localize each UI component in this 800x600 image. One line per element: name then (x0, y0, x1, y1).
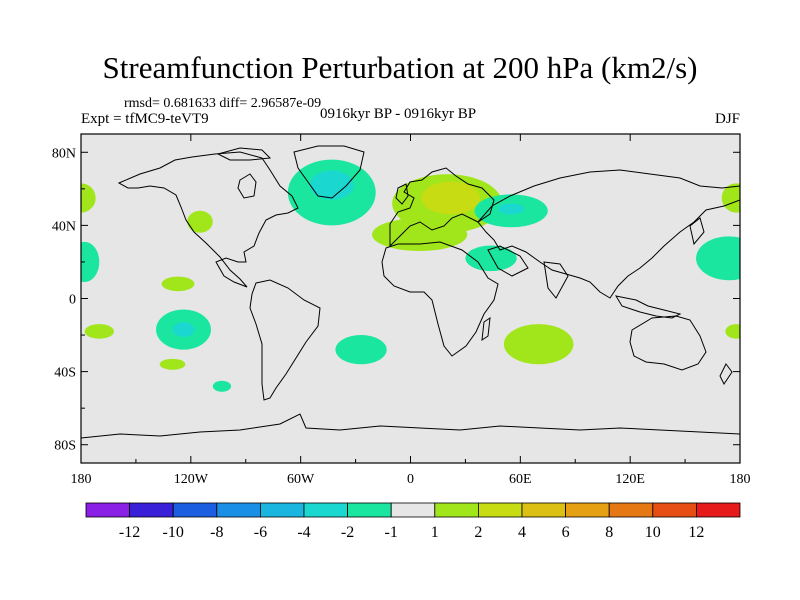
stats-line: rmsd= 0.681633 diff= 2.96587e-09 (124, 96, 322, 111)
anomaly-region-3 (372, 218, 468, 251)
anomaly-region-9 (81, 241, 100, 283)
y-tick-label-4: 80S (54, 439, 76, 454)
anomaly-region-16 (159, 358, 186, 370)
coastline-greenland (293, 145, 365, 199)
coastline-antarctica (81, 413, 740, 439)
colorbar-swatch-10 (521, 502, 566, 518)
colorbar-label-1: -10 (163, 524, 184, 541)
anomaly-fields (81, 159, 740, 392)
coastline-australia (629, 315, 707, 371)
colorbar-swatch-6 (347, 502, 392, 518)
coastline-madagascar (481, 316, 491, 342)
colorbar-label-11: 8 (605, 524, 613, 541)
anomaly-region-20 (335, 335, 387, 365)
x-tick-label-6: 180 (730, 472, 751, 487)
x-tick-label-1: 120W (174, 472, 209, 487)
anomaly-region-17 (212, 380, 232, 392)
y-tick-label-0: 80N (52, 146, 76, 161)
anomaly-region-8 (696, 236, 740, 281)
coastline-hudson-bay (237, 173, 257, 199)
colorbar-swatch-3 (216, 502, 261, 518)
colorbar-swatch-11 (565, 502, 610, 518)
y-tick-label-2: 0 (69, 293, 76, 308)
colorbar: -12 -10 -8 -6 -4 -2 -1 1 2 4 6 8 10 12 (85, 502, 741, 541)
anomaly-region-7 (465, 245, 517, 272)
anomaly-region-6 (498, 203, 524, 215)
colorbar-label-9: 4 (518, 524, 526, 541)
x-tick-label-4: 60E (509, 472, 532, 487)
anomaly-region-4 (421, 181, 481, 215)
colorbar-label-13: 12 (688, 524, 704, 541)
colorbar-label-2: -8 (210, 524, 223, 541)
colorbar-label-3: -6 (254, 524, 267, 541)
anomaly-region-1 (309, 170, 354, 200)
coastline-arctic-islands (216, 147, 272, 161)
colorbar-swatch-8 (434, 502, 479, 518)
period-label: 0916kyr BP - 0916kyr BP (320, 106, 477, 122)
coastline-britain (395, 183, 409, 205)
anomaly-region-18 (84, 324, 114, 339)
coastline-new-zealand (719, 363, 733, 385)
experiment-label: Expt = tfMC9-teVT9 (81, 111, 209, 127)
colorbar-label-6: -1 (385, 524, 398, 541)
anomaly-region-19 (725, 324, 740, 339)
coastline-asia (477, 169, 740, 299)
y-tick-label-3: 40S (54, 366, 76, 381)
colorbar-label-4: -4 (297, 524, 310, 541)
coastlines (81, 145, 740, 439)
anomaly-region-15 (172, 322, 195, 337)
coastline-south-america (249, 279, 321, 401)
chart-title: Streamfunction Perturbation at 200 hPa (… (102, 50, 698, 85)
anomaly-region-21 (503, 324, 574, 365)
anomaly-region-13 (161, 276, 195, 292)
x-axis: 180 120W 60W 0 60E 120E 180 (71, 134, 751, 487)
season-label: DJF (714, 111, 740, 127)
x-tick-label-2: 60W (287, 472, 315, 487)
colorbar-label-10: 6 (562, 524, 570, 541)
colorbar-label-8: 2 (474, 524, 482, 541)
anomaly-region-10 (81, 183, 96, 213)
y-tick-label-1: 40N (52, 219, 76, 234)
colorbar-swatch-13 (652, 502, 697, 518)
colorbar-swatch-12 (608, 502, 654, 518)
colorbar-swatch-14 (696, 502, 741, 518)
coastline-europe (389, 167, 495, 248)
colorbar-label-12: 10 (645, 524, 661, 541)
colorbar-swatch-1 (129, 502, 174, 518)
colorbar-label-5: -2 (341, 524, 354, 541)
colorbar-swatch-5 (303, 502, 348, 518)
y-axis: 80N 40N 0 40S 80S (52, 146, 740, 454)
colorbar-swatch-7 (390, 502, 436, 518)
anomaly-region-12 (187, 210, 213, 233)
coastline-north-america (117, 151, 299, 288)
coastline-africa (381, 241, 499, 357)
coastline-arabia (487, 245, 529, 277)
colorbar-swatch-4 (259, 502, 305, 518)
colorbar-label-0: -12 (119, 524, 140, 541)
coastline-india (543, 261, 569, 299)
colorbar-swatch-0 (85, 502, 130, 518)
colorbar-swatch-2 (172, 502, 218, 518)
colorbar-label-7: 1 (431, 524, 439, 541)
x-tick-label-3: 0 (407, 472, 414, 487)
colorbar-swatch-9 (477, 502, 523, 518)
coastline-japan (689, 217, 705, 246)
x-tick-label-0: 180 (71, 472, 92, 487)
x-tick-label-5: 120E (615, 472, 645, 487)
